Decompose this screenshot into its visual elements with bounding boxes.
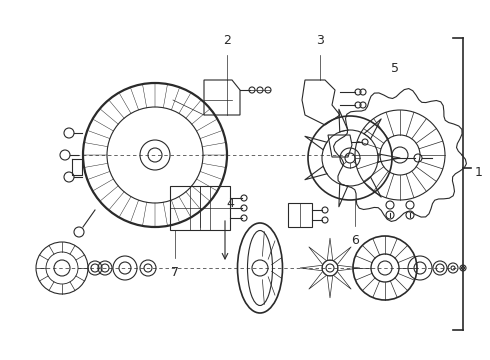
Text: 3: 3 <box>316 34 324 47</box>
Text: 5: 5 <box>391 62 399 75</box>
Bar <box>288 203 312 227</box>
Text: 6: 6 <box>351 234 359 247</box>
Text: 4: 4 <box>226 197 234 210</box>
Bar <box>170 186 230 230</box>
Text: 7: 7 <box>171 266 179 279</box>
Text: 2: 2 <box>223 34 231 47</box>
Text: 1: 1 <box>475 166 483 179</box>
